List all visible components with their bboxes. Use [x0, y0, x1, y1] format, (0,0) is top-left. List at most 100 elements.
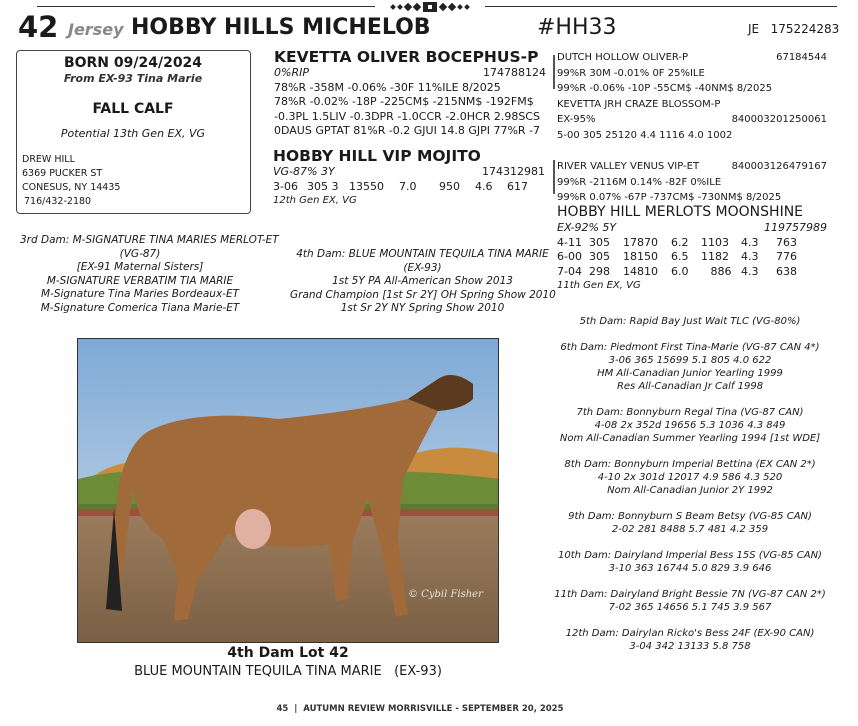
consignor-city: CONESUS, NY 14435 — [22, 182, 121, 193]
sire-proof: 0DAUS GPTAT 81%R -0.2 GJUI 14.8 GJPI 77%… — [274, 124, 541, 137]
third-dam: 3rd Dam: M-SIGNATURE TINA MARIES MERLOT-… — [20, 234, 279, 316]
text-line: 10th Dam: Dairyland Imperial Bess 15S (V… — [558, 550, 822, 561]
dam-dam-number: 119757989 — [764, 221, 827, 234]
text-line: 886 — [710, 264, 732, 278]
consignor-phone: 716/432-2180 — [24, 196, 92, 207]
text-line: 6th Dam: Piedmont First Tina-Marie (VG-8… — [560, 342, 820, 353]
text-line: 9th Dam: Bonnyburn S Beam Betsy (VG-85 C… — [568, 511, 812, 522]
dam-7: 7th Dam: Bonnyburn Regal Tina (VG-87 CAN… — [540, 406, 840, 445]
sire-sire-proof: 99%R -0.06% -10P -55CM$ -40NM$ 8/2025 — [557, 83, 773, 94]
text-line: M-Signature Comerica Tiana Marie-ET — [40, 301, 240, 314]
text-line: 7th Dam: Bonnyburn Regal Tina (VG-87 CAN… — [576, 407, 804, 418]
text-line: (EX-93) — [403, 261, 442, 274]
text-line: 7-04 — [557, 264, 582, 278]
text-line: 18150 — [623, 250, 658, 263]
text-line: 1103 — [701, 235, 729, 249]
text-line: 298 — [589, 264, 610, 278]
dam-5: 5th Dam: Rapid Bay Just Wait TLC (VG-80%… — [540, 315, 840, 328]
sire-name: KEVETTA OLIVER BOCEPHUS-P — [274, 48, 539, 66]
text-line: 4-10 2x 301d 12017 4.9 586 4.3 520 — [597, 472, 783, 483]
text-line: 6-00 — [557, 250, 582, 263]
text-line: 7.0 — [399, 179, 417, 193]
reg-number: 175224283 — [770, 22, 840, 36]
watermark: © Cybil Fisher — [408, 589, 484, 600]
dam-block: HOBBY HILL VIP MOJITO VG-87% 3Y 174312981… — [273, 147, 545, 209]
text-line: 4th Dam: BLUE MOUNTAIN TEQUILA TINA MARI… — [296, 248, 549, 260]
text-line: 14810 — [623, 264, 658, 278]
sire-sire-proof: 99%R 30M -0.01% 0F 25%ILE — [557, 67, 705, 79]
dam-dam-record: 6-00 305 18150 6.5 1182 4.3 776 — [557, 250, 827, 265]
potential: Potential 13th Gen EX, VG — [60, 127, 206, 140]
dam-8: 8th Dam: Bonnyburn Imperial Bettina (EX … — [540, 458, 840, 497]
dam-dam-record: 7-04 298 14810 6.0 886 4.3 638 — [557, 265, 827, 280]
dam-dam-record: 4-11 305 17870 6.2 1103 4.3 763 — [557, 236, 827, 251]
text-line: Nom All-Canadian Summer Yearling 1994 [1… — [559, 433, 821, 444]
text-line: 8th Dam: Bonnyburn Imperial Bettina (EX … — [564, 459, 816, 470]
dam-9: 9th Dam: Bonnyburn S Beam Betsy (VG-85 C… — [540, 510, 840, 536]
dam-score: VG-87% 3Y — [273, 165, 335, 178]
text-line: 1182 — [701, 250, 729, 263]
sire-proof: 78%R -358M -0.06% -30F 11%ILE 8/2025 — [274, 80, 501, 94]
sire-rip: 0%RIP — [274, 66, 309, 79]
dam-sire-proof: 99%R 0.07% -67P -737CM$ -730NM$ 8/2025 — [557, 192, 782, 203]
text-line: 4-08 2x 352d 19656 5.3 1036 4.3 849 — [594, 420, 786, 431]
dam-sire-proof: 99%R -2116M 0.14% -82F 0%ILE — [557, 176, 722, 188]
text-line: 6.0 — [671, 264, 689, 278]
text-line: 3-10 363 16744 5.0 829 3.9 646 — [608, 563, 772, 574]
text-line: Grand Champion [1st Sr 2Y] OH Spring Sho… — [290, 288, 556, 301]
text-line: 4.3 — [741, 235, 759, 249]
consignor-street: 6369 PUCKER ST — [22, 168, 103, 179]
text-line: 4.6 — [475, 179, 493, 193]
ornament-icon — [375, 1, 485, 12]
text-line: (VG-87) — [119, 247, 161, 260]
class: FALL CALF — [92, 101, 174, 117]
sire-proof: 78%R -0.02% -18P -225CM$ -215NM$ -192FM$ — [274, 95, 534, 108]
dam-generations: 12th Gen EX, VG — [273, 195, 357, 206]
dam-10: 10th Dam: Dairyland Imperial Bess 15S (V… — [540, 549, 840, 575]
text-line: 617 — [507, 179, 528, 193]
dam-sire-name: RIVER VALLEY VENUS VIP-ET — [557, 161, 700, 172]
text-line: 17870 — [623, 235, 658, 249]
dam-number: 174312981 — [482, 165, 545, 178]
text-line: 6.2 — [671, 235, 689, 249]
dam-sire-block: RIVER VALLEY VENUS VIP-ET 840003126479167… — [557, 159, 827, 206]
text-line: 3rd Dam: M-SIGNATURE TINA MARIES MERLOT-… — [20, 234, 279, 246]
photo-caption-name: BLUE MOUNTAIN TEQUILA TINA MARIE (EX-93) — [134, 664, 442, 679]
text-line: 11th Dam: Dairyland Bright Bessie 7N (VG… — [554, 589, 826, 600]
text-line: 305 — [589, 235, 610, 249]
from-dam: From EX-93 Tina Marie — [63, 72, 203, 85]
bracket — [553, 55, 555, 89]
dam-dam-block: HOBBY HILL MERLOTS MOONSHINE EX-92% 5Y 11… — [557, 204, 827, 294]
info-box: BORN 09/24/2024 From EX-93 Tina Marie FA… — [16, 50, 251, 214]
dam-6: 6th Dam: Piedmont First Tina-Marie (VG-8… — [540, 341, 840, 393]
text-line: HM All-Canadian Junior Yearling 1999 — [597, 368, 783, 379]
sire-sire-name: DUTCH HOLLOW OLIVER-P — [557, 52, 689, 63]
sire-dam-name: KEVETTA JRH CRAZE BLOSSOM-P — [557, 98, 721, 110]
dam-name: HOBBY HILL VIP MOJITO — [273, 147, 481, 165]
text-line: 6.5 — [671, 250, 689, 263]
bracket — [553, 160, 555, 194]
text-line: Nom All-Canadian Junior 2Y 1992 — [607, 485, 773, 496]
cow-photo: © Cybil Fisher — [77, 338, 499, 643]
text-line: 2-02 281 8488 5.7 481 4.2 359 — [611, 524, 769, 535]
text-line: 1st Sr 2Y NY Spring Show 2010 — [340, 302, 505, 315]
dam-11: 11th Dam: Dairyland Bright Bessie 7N (VG… — [540, 588, 840, 614]
text-line: 3-06 — [273, 179, 298, 193]
sire-sire-number: 67184544 — [776, 52, 827, 63]
text-line: 4-11 — [557, 235, 582, 249]
text-line: 638 — [776, 264, 797, 278]
fourth-dam: 4th Dam: BLUE MOUNTAIN TEQUILA TINA MARI… — [290, 248, 556, 316]
dam-sire-number: 840003126479167 — [731, 161, 827, 172]
text-line: M-SIGNATURE VERBATIM TIA MARIE — [46, 274, 234, 287]
registration: JE 175224283 — [748, 22, 839, 36]
dam-12: 12th Dam: Dairylan Ricko's Bess 24F (EX-… — [540, 627, 840, 653]
text-line: M-Signature Tina Maries Bordeaux-ET — [40, 288, 240, 301]
breed: Jersey — [68, 20, 124, 39]
breed-code: JE — [748, 22, 760, 36]
text-line: 13550 — [349, 179, 384, 193]
text-line: 3-04 342 13133 5.8 758 — [629, 641, 751, 652]
text-line: 776 — [776, 250, 797, 263]
born-date: BORN 09/24/2024 — [63, 55, 203, 71]
text-line: 1st 5Y PA All-American Show 2013 — [332, 275, 513, 288]
text-line: 3-06 365 15699 5.1 805 4.0 622 — [608, 355, 772, 366]
